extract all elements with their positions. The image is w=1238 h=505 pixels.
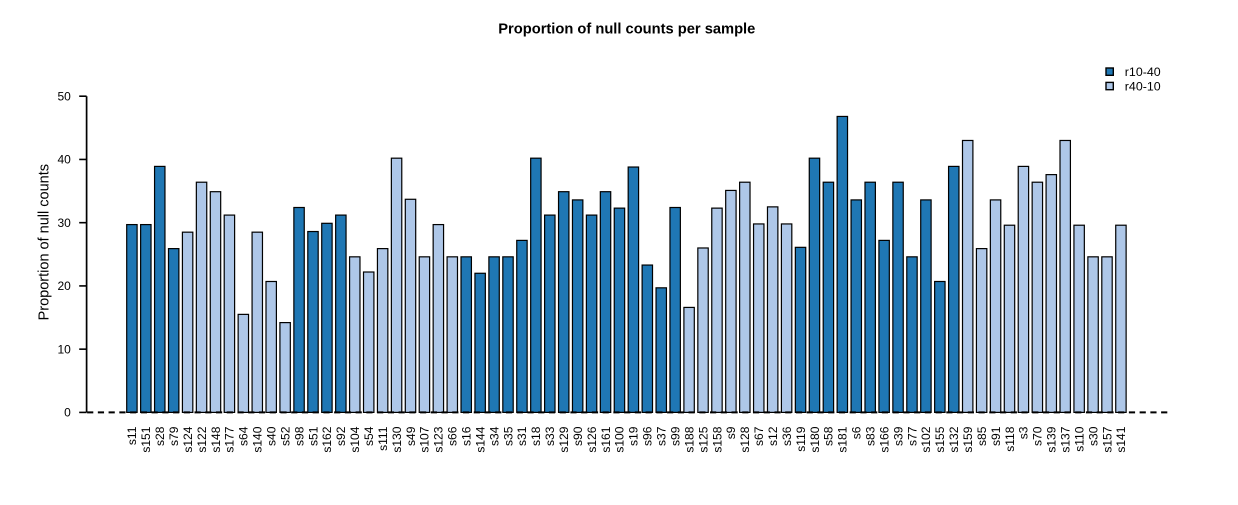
svg-text:s110: s110 xyxy=(1072,426,1086,451)
svg-text:s107: s107 xyxy=(418,426,432,452)
svg-text:s102: s102 xyxy=(919,426,933,452)
svg-text:s157: s157 xyxy=(1100,426,1114,452)
svg-text:s40: s40 xyxy=(265,426,279,446)
svg-text:s140: s140 xyxy=(251,426,265,452)
svg-text:s67: s67 xyxy=(752,426,766,446)
svg-text:s118: s118 xyxy=(1003,426,1017,451)
svg-text:s49: s49 xyxy=(404,426,418,446)
svg-text:s128: s128 xyxy=(738,426,752,452)
svg-text:40: 40 xyxy=(57,153,71,167)
svg-text:s6: s6 xyxy=(850,426,864,439)
svg-text:s125: s125 xyxy=(696,426,710,452)
svg-text:s98: s98 xyxy=(292,426,306,446)
svg-text:s129: s129 xyxy=(557,426,571,452)
svg-text:s34: s34 xyxy=(487,426,501,446)
svg-text:s64: s64 xyxy=(237,426,251,446)
svg-text:s137: s137 xyxy=(1059,426,1073,452)
svg-text:s126: s126 xyxy=(585,426,599,452)
svg-text:s85: s85 xyxy=(975,426,989,446)
svg-text:s123: s123 xyxy=(432,426,446,452)
svg-text:s159: s159 xyxy=(961,426,975,452)
svg-text:s51: s51 xyxy=(306,426,320,446)
svg-text:s70: s70 xyxy=(1031,426,1045,446)
svg-text:Proportion of null counts per: Proportion of null counts per sample xyxy=(498,21,755,37)
svg-text:s91: s91 xyxy=(989,426,1003,446)
svg-text:s36: s36 xyxy=(780,426,794,446)
svg-text:10: 10 xyxy=(57,342,71,356)
svg-text:s188: s188 xyxy=(682,426,696,452)
svg-text:s161: s161 xyxy=(599,426,613,452)
svg-text:s58: s58 xyxy=(822,426,836,446)
svg-text:s132: s132 xyxy=(947,426,961,452)
svg-text:s90: s90 xyxy=(571,426,585,446)
svg-text:s28: s28 xyxy=(153,426,167,446)
svg-text:s148: s148 xyxy=(209,426,223,452)
svg-text:s162: s162 xyxy=(320,426,334,452)
svg-text:s31: s31 xyxy=(515,426,529,446)
svg-text:s99: s99 xyxy=(668,426,682,446)
svg-text:s79: s79 xyxy=(167,426,181,446)
svg-text:30: 30 xyxy=(57,216,71,230)
svg-text:s83: s83 xyxy=(863,426,877,446)
svg-text:s66: s66 xyxy=(446,426,460,446)
svg-text:s77: s77 xyxy=(905,426,919,446)
svg-text:s12: s12 xyxy=(766,426,780,446)
svg-text:s124: s124 xyxy=(181,426,195,452)
svg-text:r40-10: r40-10 xyxy=(1125,80,1161,94)
svg-text:s3: s3 xyxy=(1017,426,1031,439)
svg-text:50: 50 xyxy=(57,90,71,104)
svg-text:s96: s96 xyxy=(641,426,655,446)
svg-text:s37: s37 xyxy=(655,426,669,446)
svg-text:s111: s111 xyxy=(376,426,390,451)
svg-text:s166: s166 xyxy=(877,426,891,452)
svg-text:s33: s33 xyxy=(543,426,557,446)
svg-text:0: 0 xyxy=(64,406,71,420)
svg-text:s39: s39 xyxy=(891,426,905,446)
svg-text:s180: s180 xyxy=(808,426,822,452)
svg-text:s52: s52 xyxy=(278,426,292,446)
svg-text:s92: s92 xyxy=(334,426,348,446)
svg-text:s11: s11 xyxy=(125,426,139,445)
svg-text:s181: s181 xyxy=(836,426,850,452)
svg-text:20: 20 xyxy=(57,279,71,293)
svg-text:r10-40: r10-40 xyxy=(1125,65,1161,79)
svg-text:s54: s54 xyxy=(362,426,376,446)
svg-text:s30: s30 xyxy=(1086,426,1100,446)
svg-text:s141: s141 xyxy=(1114,426,1128,452)
svg-text:s144: s144 xyxy=(473,426,487,452)
svg-text:s100: s100 xyxy=(613,426,627,452)
svg-text:s130: s130 xyxy=(390,426,404,452)
svg-text:s119: s119 xyxy=(794,426,808,451)
svg-text:s139: s139 xyxy=(1045,426,1059,452)
svg-text:s122: s122 xyxy=(195,426,209,452)
svg-text:s104: s104 xyxy=(348,426,362,452)
svg-text:s16: s16 xyxy=(460,426,474,446)
svg-text:s19: s19 xyxy=(627,426,641,446)
svg-text:s35: s35 xyxy=(501,426,515,446)
svg-text:s177: s177 xyxy=(223,426,237,452)
svg-text:s158: s158 xyxy=(710,426,724,452)
svg-text:s9: s9 xyxy=(724,426,738,439)
svg-text:s151: s151 xyxy=(139,426,153,452)
svg-text:s155: s155 xyxy=(933,426,947,452)
svg-text:Proportion of null counts: Proportion of null counts xyxy=(37,164,53,320)
svg-text:s18: s18 xyxy=(529,426,543,446)
